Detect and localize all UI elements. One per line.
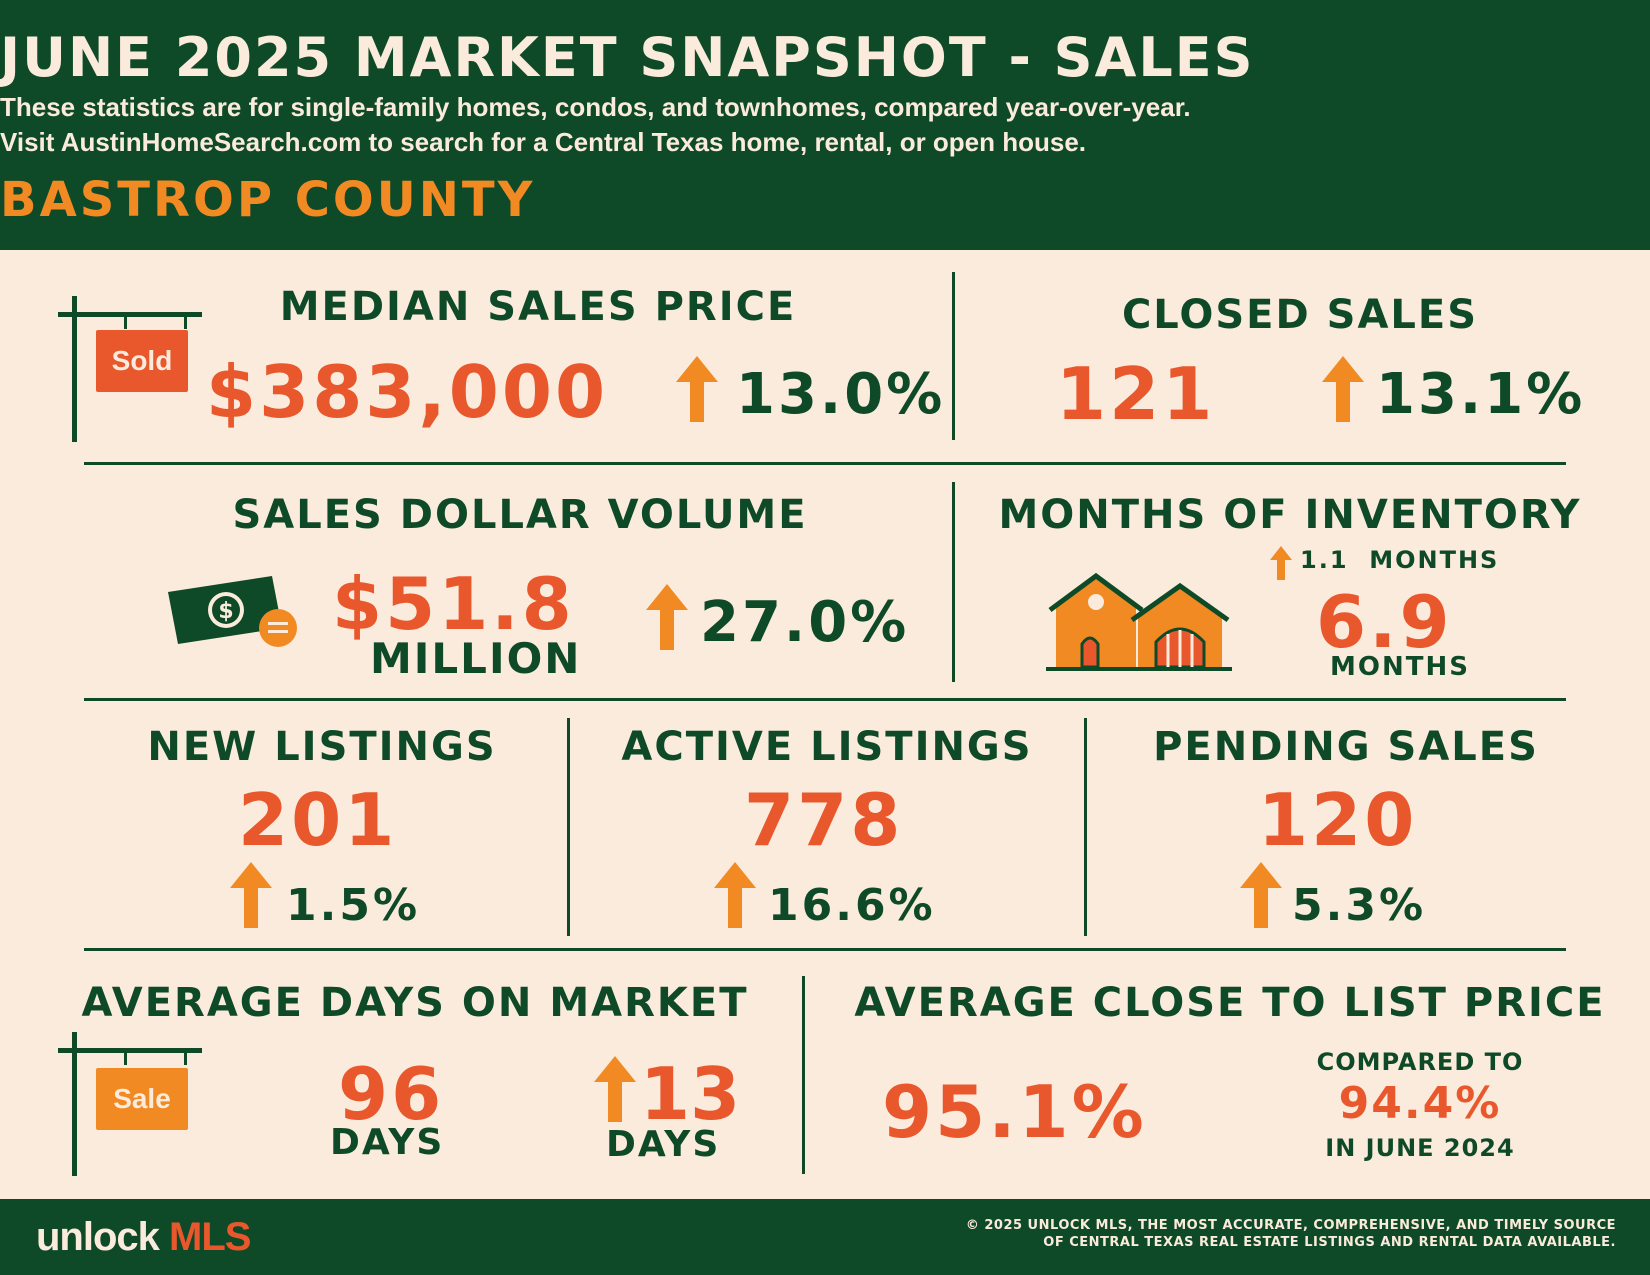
copyright-text: © 2025 UNLOCK MLS, THE MOST ACCURATE, CO… xyxy=(716,1217,1616,1251)
closed-sales-value: 121 xyxy=(1056,352,1216,436)
avg-days-on-market-change: 13 xyxy=(640,1052,741,1136)
up-arrow-icon xyxy=(594,1056,636,1122)
unlock-mls-logo: unlock MLS xyxy=(36,1215,251,1260)
months-of-inventory-value: 6.9 xyxy=(1316,580,1453,664)
compared-period: IN JUNE 2024 xyxy=(1325,1134,1515,1162)
sales-dollar-volume-label: SALES DOLLAR VOLUME xyxy=(232,492,808,538)
divider xyxy=(802,976,805,1174)
avg-days-on-market-unit: DAYS xyxy=(330,1122,445,1163)
header-banner xyxy=(0,0,1650,250)
cash-icon: $ xyxy=(168,576,297,647)
svg-text:$: $ xyxy=(218,599,233,624)
county-name: BASTROP COUNTY xyxy=(0,172,536,228)
divider xyxy=(952,272,955,440)
page-title: JUNE 2025 MARKET SNAPSHOT - SALES xyxy=(0,26,1255,89)
closed-sales-label: CLOSED SALES xyxy=(1121,292,1479,338)
new-listings-value: 201 xyxy=(238,778,398,862)
sold-sign-board: Sold xyxy=(96,330,188,392)
months-of-inventory-change: 1.1 MONTHS xyxy=(1300,546,1500,574)
divider xyxy=(1084,718,1087,936)
logo-accent-text: MLS xyxy=(169,1215,251,1259)
up-arrow-icon xyxy=(1240,862,1282,928)
compared-to-label: COMPARED TO xyxy=(1316,1048,1524,1076)
avg-days-on-market-label: AVERAGE DAYS ON MARKET xyxy=(81,980,749,1026)
months-of-inventory-label: MONTHS OF INVENTORY xyxy=(998,492,1582,538)
avg-close-to-list-label: AVERAGE CLOSE TO LIST PRICE xyxy=(854,980,1606,1026)
avg-days-on-market-value: 96 xyxy=(338,1052,445,1136)
divider xyxy=(952,482,955,682)
divider xyxy=(84,462,1566,465)
sales-dollar-volume-value: $51.8 xyxy=(332,562,575,646)
divider xyxy=(567,718,570,936)
sales-dollar-volume-change: 27.0% xyxy=(700,590,910,655)
sold-sign-icon xyxy=(58,296,202,442)
closed-sales-change: 13.1% xyxy=(1376,362,1586,427)
active-listings-change: 16.6% xyxy=(768,880,936,931)
house-icon xyxy=(1046,572,1232,671)
up-arrow-icon xyxy=(714,862,756,928)
pending-sales-change: 5.3% xyxy=(1292,880,1427,931)
avg-days-on-market-change-unit: DAYS xyxy=(606,1124,721,1165)
sale-sign-board: Sale xyxy=(96,1068,188,1130)
active-listings-value: 778 xyxy=(744,778,904,862)
new-listings-label: NEW LISTINGS xyxy=(147,724,497,770)
divider xyxy=(84,948,1566,951)
new-listings-change: 1.5% xyxy=(286,880,421,931)
avg-close-to-list-value: 95.1% xyxy=(882,1070,1147,1154)
median-sales-price-label: MEDIAN SALES PRICE xyxy=(279,284,797,330)
median-sales-price-change: 13.0% xyxy=(736,362,946,427)
up-arrow-icon xyxy=(676,356,718,422)
up-arrow-icon xyxy=(230,862,272,928)
subtitle-line-1: These statistics are for single-family h… xyxy=(0,92,1191,122)
copyright-line-1: © 2025 UNLOCK MLS, THE MOST ACCURATE, CO… xyxy=(965,1218,1616,1233)
compared-value: 94.4% xyxy=(1338,1078,1502,1129)
pending-sales-value: 120 xyxy=(1258,778,1418,862)
active-listings-label: ACTIVE LISTINGS xyxy=(621,724,1033,770)
subtitle-line-2: Visit AustinHomeSearch.com to search for… xyxy=(0,127,1087,157)
divider xyxy=(84,698,1566,701)
copyright-line-2: OF CENTRAL TEXAS REAL ESTATE LISTINGS AN… xyxy=(1043,1235,1616,1250)
months-of-inventory-unit: MONTHS xyxy=(1330,652,1470,682)
logo-main-text: unlock xyxy=(36,1215,160,1259)
sale-sign-icon xyxy=(58,1032,202,1176)
up-arrow-icon xyxy=(646,584,688,650)
median-sales-price-value: $383,000 xyxy=(206,350,609,434)
footer-bar xyxy=(0,1199,1650,1275)
up-arrow-icon xyxy=(1270,546,1292,580)
sales-dollar-volume-unit: MILLION xyxy=(370,634,582,683)
pending-sales-label: PENDING SALES xyxy=(1153,724,1539,770)
up-arrow-icon xyxy=(1322,356,1364,422)
